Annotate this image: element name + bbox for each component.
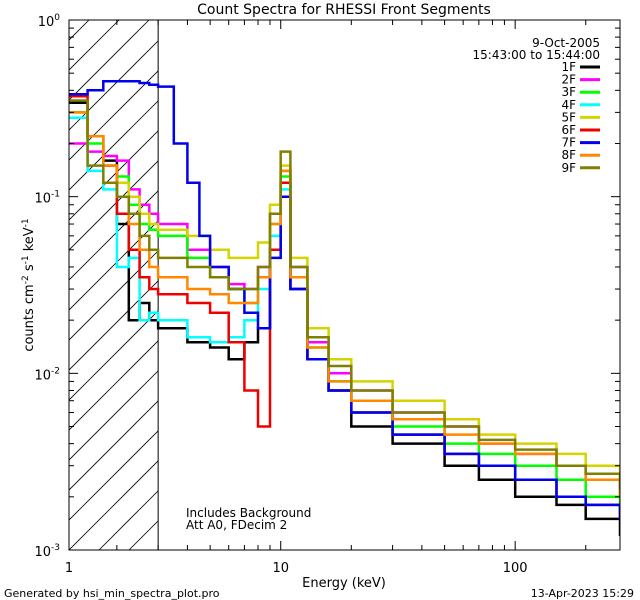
chart-title: Count Spectra for RHESSI Front Segments [197, 2, 491, 18]
plot-frame [68, 19, 621, 551]
legend-label-3F: 3F [561, 85, 576, 99]
x-tick-label: 1 [65, 561, 73, 576]
x-tick-label: 10 [272, 561, 289, 576]
y-tick-label: 100 [38, 13, 61, 30]
legend-label-9F: 9F [561, 161, 576, 175]
x-axis-label: Energy (keV) [302, 576, 386, 591]
date-label: 9-Oct-2005 [532, 36, 600, 50]
y-tick-label: 10-2 [34, 366, 60, 383]
attenuator-note: Att A0, FDecim 2 [186, 518, 287, 532]
y-axis-label: counts cm-2 s-1 keV-1 [21, 218, 37, 351]
y-tick-label: 10-3 [34, 543, 60, 560]
time-range-label: 15:43:00 to 15:44:00 [473, 48, 600, 62]
legend-label-1F: 1F [561, 60, 576, 74]
series-line-9F [69, 99, 620, 490]
legend-label-5F: 5F [561, 110, 576, 124]
series-line-7F [69, 80, 620, 519]
timestamp-footer: 13-Apr-2023 15:29 [531, 587, 634, 600]
legend-label-8F: 8F [561, 148, 576, 162]
background-note: Includes Background [186, 506, 311, 520]
x-tick-label: 100 [503, 561, 528, 576]
legend-label-4F: 4F [561, 98, 576, 112]
legend-label-6F: 6F [561, 123, 576, 137]
legend-label-7F: 7F [561, 136, 576, 150]
y-tick-label: 10-1 [34, 190, 60, 207]
legend-label-2F: 2F [561, 73, 576, 87]
generated-by-footer: Generated by hsi_min_spectra_plot.pro [4, 587, 220, 600]
